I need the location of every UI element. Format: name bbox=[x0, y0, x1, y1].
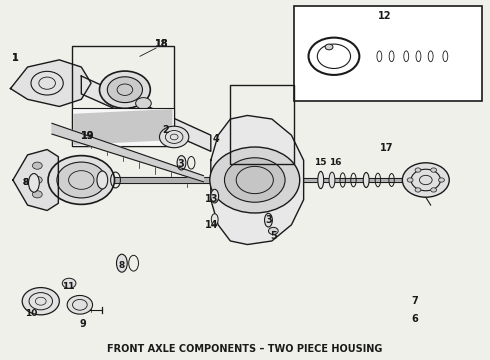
Circle shape bbox=[224, 158, 285, 202]
Ellipse shape bbox=[28, 174, 39, 192]
Polygon shape bbox=[304, 178, 436, 182]
Circle shape bbox=[269, 227, 278, 234]
Text: 19: 19 bbox=[81, 131, 95, 141]
Polygon shape bbox=[211, 116, 304, 244]
Text: 11: 11 bbox=[62, 282, 74, 291]
Text: 18: 18 bbox=[155, 40, 169, 49]
Circle shape bbox=[210, 147, 300, 213]
Circle shape bbox=[407, 178, 413, 182]
Text: 16: 16 bbox=[329, 158, 342, 167]
Circle shape bbox=[22, 288, 59, 315]
Polygon shape bbox=[72, 177, 211, 183]
Text: 6: 6 bbox=[412, 314, 418, 324]
Text: 19: 19 bbox=[81, 131, 95, 141]
Bar bbox=[72, 45, 174, 146]
Polygon shape bbox=[13, 149, 58, 211]
Circle shape bbox=[48, 156, 115, 204]
Text: 8: 8 bbox=[119, 261, 125, 270]
Bar bbox=[294, 6, 482, 101]
Text: 18: 18 bbox=[155, 40, 169, 49]
Polygon shape bbox=[81, 76, 211, 151]
Ellipse shape bbox=[318, 171, 324, 189]
Polygon shape bbox=[10, 60, 91, 107]
Ellipse shape bbox=[329, 172, 335, 188]
Circle shape bbox=[67, 296, 93, 314]
Text: 8: 8 bbox=[23, 178, 29, 187]
Circle shape bbox=[439, 178, 444, 182]
Text: 15: 15 bbox=[315, 158, 327, 167]
Text: 2: 2 bbox=[163, 125, 169, 135]
Ellipse shape bbox=[211, 189, 219, 203]
Ellipse shape bbox=[97, 171, 108, 189]
Circle shape bbox=[32, 162, 42, 169]
Text: 3: 3 bbox=[265, 215, 272, 225]
Circle shape bbox=[62, 278, 76, 288]
Circle shape bbox=[32, 176, 42, 184]
Text: 3: 3 bbox=[177, 159, 184, 169]
Bar bbox=[230, 85, 294, 164]
Circle shape bbox=[431, 188, 437, 192]
Text: 13: 13 bbox=[205, 194, 219, 204]
Circle shape bbox=[32, 191, 42, 198]
Circle shape bbox=[431, 168, 437, 172]
Circle shape bbox=[136, 98, 151, 109]
Circle shape bbox=[325, 44, 333, 50]
Text: 4: 4 bbox=[212, 134, 219, 144]
Text: 1: 1 bbox=[12, 53, 19, 63]
Ellipse shape bbox=[117, 254, 127, 272]
Polygon shape bbox=[74, 110, 172, 144]
Text: 5: 5 bbox=[270, 231, 277, 240]
Text: 10: 10 bbox=[25, 309, 37, 318]
Polygon shape bbox=[52, 123, 203, 182]
Text: 17: 17 bbox=[380, 143, 393, 153]
Text: FRONT AXLE COMPONENTS – TWO PIECE HOUSING: FRONT AXLE COMPONENTS – TWO PIECE HOUSIN… bbox=[107, 344, 383, 354]
Circle shape bbox=[107, 77, 143, 103]
Ellipse shape bbox=[265, 213, 272, 227]
Ellipse shape bbox=[177, 156, 186, 170]
Circle shape bbox=[99, 71, 150, 108]
Circle shape bbox=[57, 162, 106, 198]
Circle shape bbox=[415, 188, 421, 192]
Text: 12: 12 bbox=[377, 11, 391, 21]
Bar bbox=[72, 108, 174, 146]
Text: 8: 8 bbox=[23, 178, 29, 187]
Ellipse shape bbox=[363, 172, 369, 188]
Text: 7: 7 bbox=[412, 296, 418, 306]
Circle shape bbox=[159, 126, 189, 148]
Text: 14: 14 bbox=[205, 220, 219, 230]
Ellipse shape bbox=[211, 214, 218, 225]
Text: 9: 9 bbox=[79, 319, 86, 329]
Text: 1: 1 bbox=[12, 53, 19, 63]
Circle shape bbox=[402, 163, 449, 197]
Circle shape bbox=[415, 168, 421, 172]
